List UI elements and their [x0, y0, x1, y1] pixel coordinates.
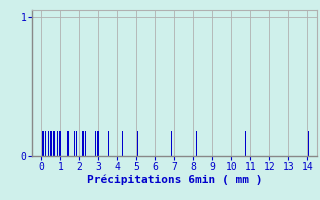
Bar — [107, 131, 108, 156]
Bar — [54, 131, 55, 156]
Bar — [51, 131, 52, 156]
Bar — [67, 131, 68, 156]
Bar — [85, 131, 86, 156]
Bar — [48, 131, 49, 156]
Bar — [97, 131, 98, 156]
Bar — [196, 131, 197, 156]
Bar — [98, 131, 99, 156]
Bar — [74, 131, 75, 156]
Bar — [42, 131, 43, 156]
Bar — [171, 131, 172, 156]
X-axis label: Précipitations 6min ( mm ): Précipitations 6min ( mm ) — [87, 174, 262, 185]
Bar — [46, 131, 47, 156]
Bar — [245, 131, 246, 156]
Bar — [122, 131, 123, 156]
Bar — [83, 131, 84, 156]
Bar — [82, 131, 83, 156]
Bar — [45, 131, 46, 156]
Bar — [137, 131, 138, 156]
Bar — [76, 131, 77, 156]
Bar — [50, 131, 51, 156]
Bar — [60, 131, 61, 156]
Bar — [52, 131, 53, 156]
Bar — [57, 131, 58, 156]
Bar — [95, 131, 96, 156]
Bar — [108, 131, 109, 156]
Bar — [59, 131, 60, 156]
Bar — [308, 131, 309, 156]
Bar — [68, 131, 69, 156]
